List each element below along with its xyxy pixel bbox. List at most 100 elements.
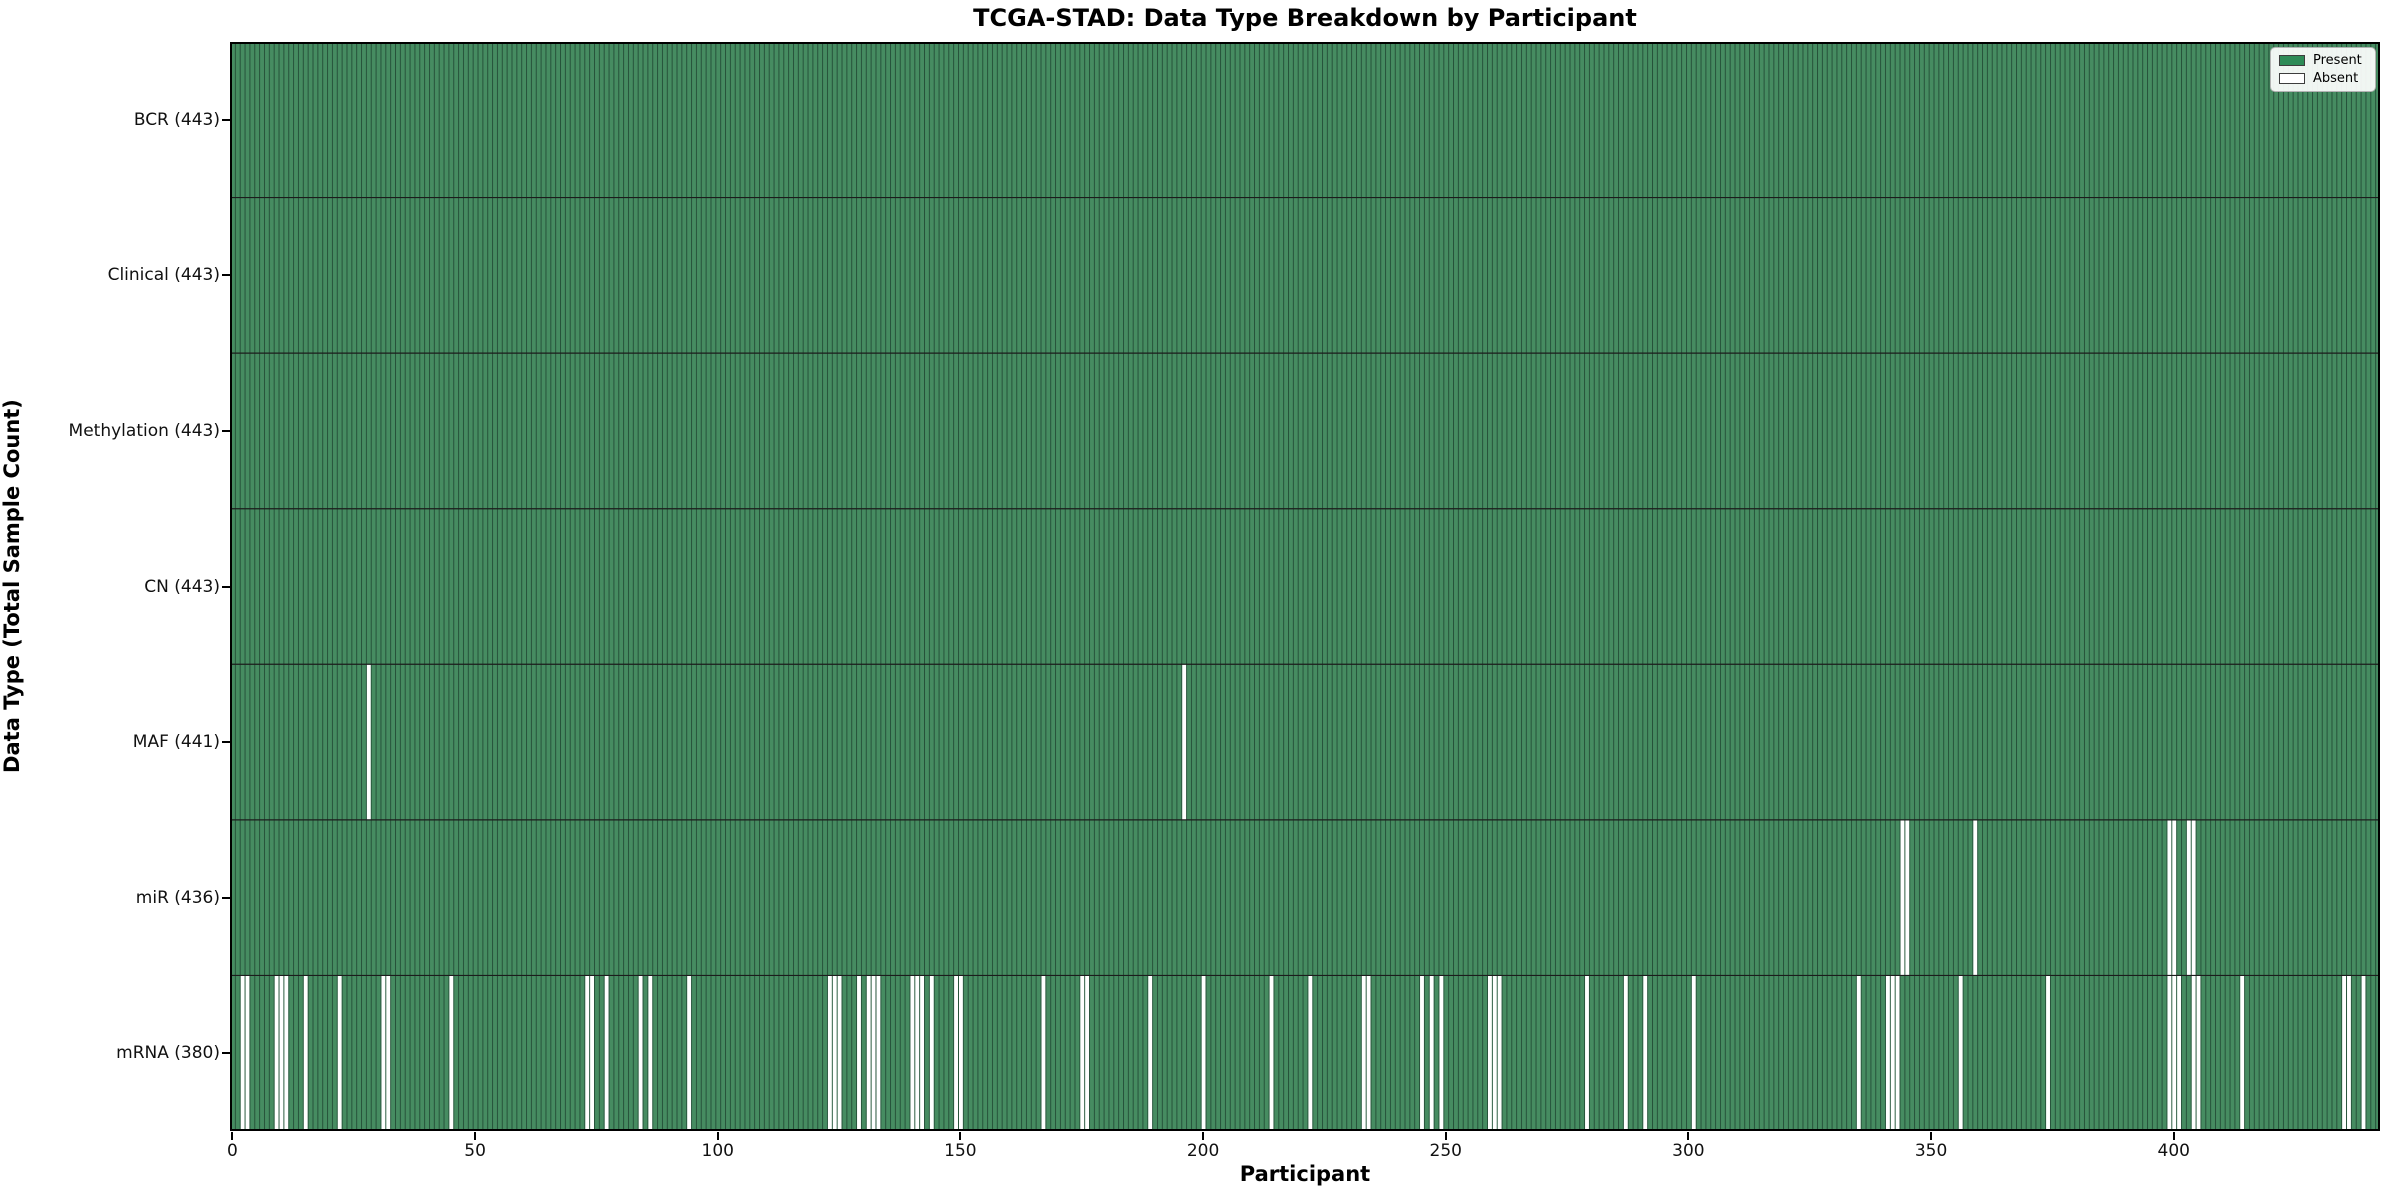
absent-cell-mRNA-341 [1885, 975, 1890, 1131]
absent-cell-mRNA-439 [2361, 975, 2366, 1131]
x-tick-label-0: 0 [227, 1141, 238, 1161]
absent-cell-mRNA-86 [648, 975, 653, 1131]
legend-label-present: Present [2313, 53, 2362, 68]
legend-item-absent: Absent [2279, 72, 2367, 85]
absent-cell-mRNA-335 [1856, 975, 1861, 1131]
absent-cell-MAF-28 [366, 664, 371, 820]
x-tick-label-300: 300 [1672, 1141, 1705, 1161]
absent-cell-mRNA-374 [2046, 975, 2050, 1131]
absent-cell-mRNA-94 [687, 975, 692, 1131]
heatmap-canvas [230, 42, 2380, 1131]
absent-cell-mRNA-435 [2342, 975, 2347, 1131]
y-tick-label-CN: CN (443) [144, 576, 220, 597]
absent-cell-mRNA-144 [929, 975, 934, 1131]
chart-title: TCGA-STAD: Data Type Breakdown by Partic… [973, 4, 1637, 32]
absent-cell-mRNA-73 [585, 975, 590, 1131]
heatmap-plot-area [230, 42, 2380, 1135]
legend: Present Absent [2270, 47, 2376, 92]
absent-cell-mRNA-176 [1085, 975, 1090, 1131]
x-tick-mark [1444, 1132, 1447, 1140]
absent-cell-mRNA-10 [279, 975, 284, 1131]
absent-cell-mRNA-200 [1201, 975, 1206, 1131]
absent-cell-mRNA-150 [958, 975, 963, 1131]
x-tick-mark [1930, 1132, 1933, 1140]
y-tick-mark [222, 741, 230, 744]
y-tick-label-Methylation: Methylation (443) [68, 420, 220, 441]
absent-cell-mRNA-214 [1269, 975, 1274, 1131]
x-tick-label-350: 350 [1914, 1141, 1948, 1161]
y-tick-mark [222, 896, 230, 899]
x-tick-label-200: 200 [1186, 1141, 1220, 1161]
absent-cell-mRNA-291 [1643, 975, 1648, 1131]
absent-cell-mRNA-249 [1439, 975, 1444, 1131]
absent-cell-MAF-196 [1182, 664, 1187, 820]
absent-cell-mRNA-31 [381, 975, 386, 1131]
absent-cell-mRNA-287 [1623, 975, 1628, 1131]
absent-cell-mRNA-405 [2196, 975, 2201, 1131]
absent-cell-mRNA-414 [2240, 975, 2245, 1131]
y-tick-mark [222, 274, 230, 277]
x-tick-mark [1202, 1132, 1205, 1140]
x-tick-mark [2172, 1132, 2175, 1140]
x-axis-label: Participant [1239, 1162, 1371, 1186]
absent-cell-mRNA-32 [386, 975, 391, 1131]
present-swatch [2279, 55, 2305, 66]
absent-cell-mRNA-342 [1890, 975, 1895, 1131]
x-tick-mark [959, 1132, 962, 1140]
absent-cell-mRNA-133 [876, 975, 881, 1131]
absent-cell-mRNA-141 [915, 975, 920, 1131]
absent-cell-mRNA-301 [1691, 975, 1696, 1131]
absent-cell-mRNA-45 [449, 975, 454, 1131]
x-tick-mark [1687, 1132, 1690, 1140]
absent-cell-mRNA-167 [1041, 975, 1046, 1131]
absent-cell-mRNA-11 [284, 975, 289, 1131]
x-tick-mark [231, 1132, 234, 1140]
absent-cell-miR-345 [1905, 819, 1910, 976]
absent-cell-mRNA-124 [832, 975, 837, 1131]
y-tick-label-mRNA: mRNA (380) [116, 1043, 220, 1064]
y-tick-mark [222, 429, 230, 432]
y-tick-label-BCR: BCR (443) [133, 109, 220, 130]
y-tick-mark [222, 1052, 230, 1055]
absent-cell-mRNA-401 [2177, 975, 2182, 1131]
y-tick-label-miR: miR (436) [135, 887, 220, 908]
absent-cell-mRNA-129 [857, 975, 861, 1131]
plot-border [230, 42, 2380, 1131]
absent-cell-mRNA-436 [2347, 975, 2351, 1131]
absent-cell-mRNA-3 [245, 975, 250, 1131]
absent-cell-mRNA-15 [303, 975, 308, 1131]
x-tick-mark [474, 1132, 477, 1140]
absent-cell-mRNA-84 [638, 975, 643, 1131]
absent-cell-miR-403 [2186, 819, 2191, 976]
legend-label-absent: Absent [2313, 71, 2359, 86]
absent-cell-mRNA-9 [274, 975, 279, 1131]
y-tick-label-Clinical: Clinical (443) [107, 265, 220, 286]
absent-cell-mRNA-222 [1308, 975, 1313, 1131]
absent-cell-mRNA-125 [837, 975, 842, 1131]
absent-cell-mRNA-234 [1366, 975, 1371, 1131]
absent-cell-mRNA-259 [1487, 975, 1492, 1131]
absent-cell-mRNA-74 [590, 975, 594, 1131]
absent-cell-mRNA-399 [2167, 975, 2172, 1131]
absent-cell-mRNA-175 [1080, 975, 1085, 1131]
x-tick-mark [716, 1132, 719, 1140]
absent-cell-mRNA-149 [954, 975, 958, 1131]
y-tick-mark [222, 585, 230, 588]
absent-cell-mRNA-132 [871, 975, 876, 1131]
absent-cell-mRNA-140 [910, 975, 915, 1131]
absent-cell-miR-400 [2172, 819, 2177, 976]
absent-swatch [2279, 73, 2305, 84]
absent-cell-miR-399 [2167, 819, 2172, 976]
x-tick-label-50: 50 [464, 1141, 486, 1161]
absent-cell-mRNA-123 [827, 975, 832, 1131]
absent-cell-mRNA-233 [1361, 975, 1366, 1131]
absent-cell-mRNA-2 [240, 975, 245, 1131]
absent-cell-mRNA-22 [337, 975, 342, 1131]
present-cells [230, 42, 2380, 1131]
legend-item-present: Present [2279, 54, 2367, 67]
absent-cell-mRNA-131 [866, 975, 871, 1131]
absent-cell-miR-344 [1900, 819, 1905, 976]
absent-cell-mRNA-245 [1420, 975, 1424, 1131]
absent-cell-mRNA-356 [1958, 975, 1963, 1131]
